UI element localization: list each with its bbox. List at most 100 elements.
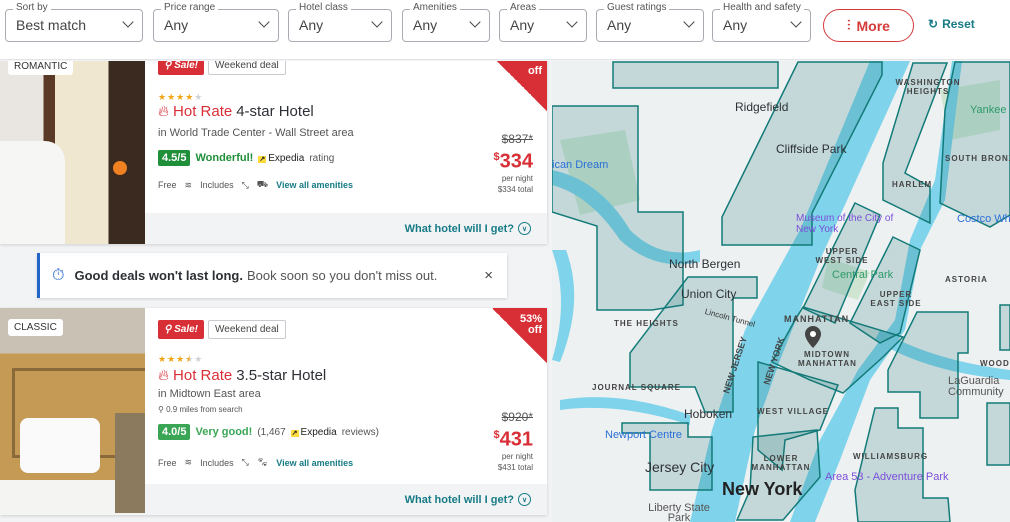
map-label: New York [722,479,803,499]
map-canvas [552,61,1010,522]
value: Any [723,17,748,33]
filter-bar: Sort by Best match Price range Any Hotel c… [0,0,1010,60]
amenities-select[interactable]: Amenities Any [402,2,490,42]
paw-icon: 🐾︎ [256,457,269,467]
hotel-title[interactable]: 🔥︎ Hot Rate 3.5-star Hotel [158,367,326,384]
hotel-photo[interactable] [0,308,145,515]
chevron-down-icon [122,16,134,28]
what-hotel-label: What hotel will I get? [404,222,514,235]
map-label: ASTORIA [945,275,988,284]
map-label: Central Park [832,269,894,281]
total-price: $334 total [497,184,533,194]
provider: Expedia [300,426,337,438]
provider: Expedia [268,152,305,164]
total-price: $431 total [497,462,533,472]
chevron-down-icon: ∨ [518,493,531,506]
rating-word: Wonderful! [195,152,254,164]
sale-badge: ⚲ Sale! [158,61,205,75]
flame-icon: 🔥︎ [158,367,170,384]
map-label: Cliffside Park [776,142,847,156]
view-amenities-link[interactable]: View all amenities [276,457,354,468]
value: Any [607,17,632,33]
label: Areas [507,2,540,13]
map-label: WILLIAMSBURG [853,452,929,461]
map-label: UPPER WEST SIDE [815,247,869,265]
hotel-photo[interactable] [0,61,145,244]
map-label: ican Dream [552,159,609,171]
amenities-row: Free ≋ Includes ⤡ 🐾︎ View all amenities [158,457,353,468]
sale-badge: ⚲ Sale! [158,320,205,339]
chevron-down-icon [469,16,481,28]
hot-rate-label: Hot Rate [173,367,233,384]
reset-button[interactable]: ↻ Reset [928,17,975,31]
label: Guest ratings [604,2,670,13]
currency: $ [493,151,500,163]
map-label: Costco Wh [957,213,1010,225]
view-amenities-link[interactable]: View all amenities [276,180,353,190]
hotel-card[interactable]: ROMANTIC ⚲ Sale! Weekend deal ★★★★★ 🔥︎ Hot… [0,61,547,244]
stopwatch-icon: ⏱ [52,266,65,284]
price-value: 334 [499,150,533,173]
hotel-area: in World Trade Center - Wall Street area [158,127,354,139]
free-label: Free [158,180,177,190]
label: Health and safety [720,2,804,13]
label: Price range [161,2,219,13]
sale-text: Sale! [174,61,199,71]
banner-text: Book soon so you don't miss out. [246,268,438,283]
guest-rating: 4.0/5 Very good! (1,467 ↗ Expedia reviews) [158,424,379,440]
score-badge: 4.0/5 [158,424,191,440]
map-label: Liberty State Park [648,502,710,522]
star-rating: ★★★★★ [158,354,204,364]
hotel-class-select[interactable]: Hotel class Any [288,2,392,42]
chevron-down-icon [683,16,695,28]
map-label: Union City [681,287,737,301]
water [552,61,1010,522]
hotel-name: 3.5-star Hotel [236,367,327,384]
fitness-icon: ⤡ [241,457,249,467]
star-rating: ★★★★★ [158,92,204,102]
old-price: $837* [501,132,533,146]
value: Any [413,17,438,33]
rating-suffix: rating [309,152,335,164]
more-label: More [856,17,890,34]
sort-by-select[interactable]: Sort by Best match [5,2,143,42]
flame-icon: 🔥︎ [158,103,170,120]
discount-ribbon: off [492,61,547,111]
hotel-title[interactable]: 🔥︎ Hot Rate 4-star Hotel [158,103,314,120]
value: Any [299,17,324,33]
map-label: LaGuardia Community [948,375,1004,398]
map-label: Ridgefield [735,100,789,114]
free-label: Free [158,457,177,468]
map-label: LOWER MANHATTAN [751,454,811,472]
hotel-list: ROMANTIC ⚲ Sale! Weekend deal ★★★★★ 🔥︎ Hot… [0,61,551,522]
areas-select[interactable]: Areas Any [499,2,587,42]
value: Any [510,17,535,33]
discount-off: off [527,324,542,336]
map-pin-icon[interactable] [805,326,821,348]
deal-badge: Weekend deal [208,61,286,75]
map-label: Newport Centre [605,429,683,441]
guest-ratings-select[interactable]: Guest ratings Any [596,2,704,42]
health-safety-select[interactable]: Health and safety Any [712,2,811,42]
what-hotel-toggle[interactable]: What hotel will I get? ∨ [145,213,547,244]
distance-text: 0.9 miles from search [166,405,243,414]
chevron-down-icon [258,16,270,28]
hotel-tag: CLASSIC [8,319,63,336]
chevron-down-icon [566,16,578,28]
hotel-card[interactable]: CLASSIC ⚲ Sale! Weekend deal ★★★★★ 🔥︎ Hot … [0,308,547,515]
more-filters-button[interactable]: ⫶ More [823,9,914,42]
what-hotel-toggle[interactable]: What hotel will I get? ∨ [145,484,547,515]
hot-rate-label: Hot Rate [173,103,233,120]
price-range-select[interactable]: Price range Any [153,2,279,42]
map-label: WEST VILLAGE [757,407,829,416]
distance: ⚲ 0.9 miles from search [158,405,243,414]
price-value: 431 [499,428,533,451]
chevron-down-icon: ∨ [518,222,531,235]
score-badge: 4.5/5 [158,150,191,166]
label: Amenities [410,2,460,13]
close-icon[interactable]: × [484,267,493,284]
banner-bold: Good deals won't last long. [74,268,243,283]
map-label: Jersey City [645,459,715,475]
current-price: $431 [494,424,534,451]
map[interactable]: Ridgefield Cliffside Park North Bergen U… [552,61,1010,522]
